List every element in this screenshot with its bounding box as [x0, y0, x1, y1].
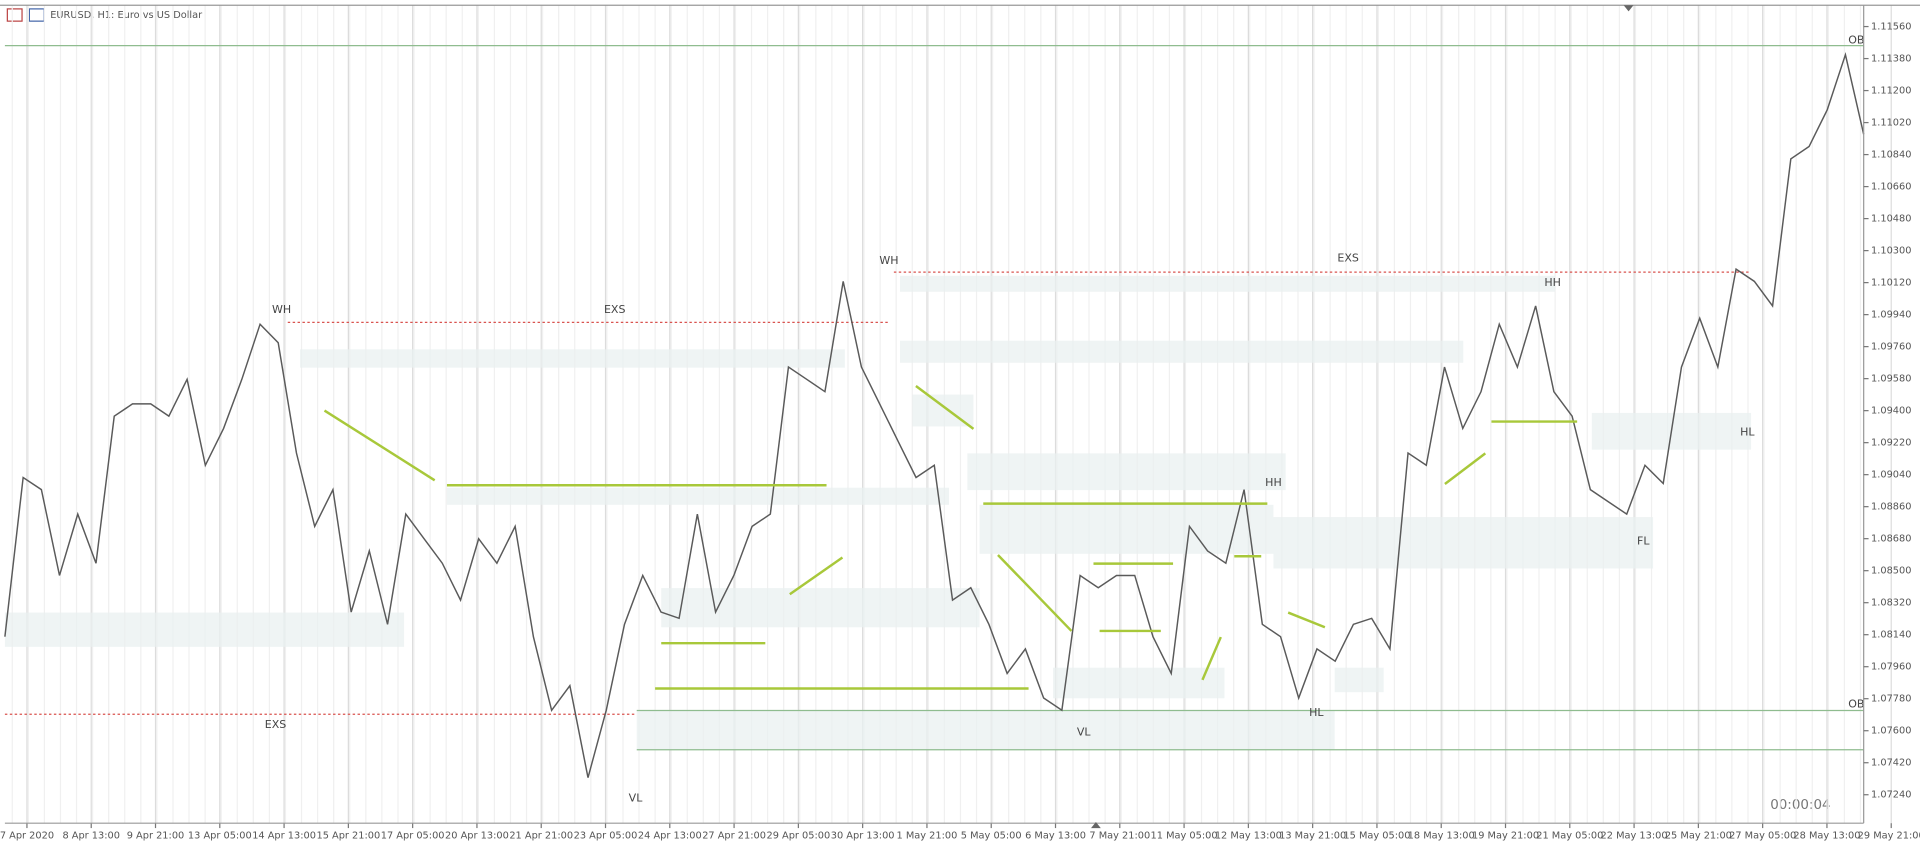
structure-line	[323, 409, 436, 482]
x-tick-label: 13 May 21:00	[1279, 830, 1346, 841]
x-tick-label: 7 May 21:00	[1089, 830, 1150, 841]
x-tick-label: 11 May 05:00	[1151, 830, 1218, 841]
x-tick-label: 7 Apr 2020	[0, 830, 54, 841]
annotation: EXS	[265, 718, 287, 731]
y-tick-label: 1.08860	[1871, 502, 1911, 513]
zone	[636, 710, 1335, 750]
zone	[4, 612, 405, 647]
zone	[1334, 667, 1384, 693]
marker	[1091, 821, 1101, 829]
structure-line	[1287, 611, 1326, 629]
x-tick-label: 17 Apr 05:00	[381, 830, 445, 841]
x-tick-label: 20 Apr 13:00	[445, 830, 509, 841]
zone	[979, 504, 1274, 554]
zone	[300, 349, 845, 368]
x-tick-label: 30 Apr 13:00	[831, 830, 895, 841]
structure-line	[1444, 452, 1487, 485]
annotation: HH	[1265, 476, 1282, 489]
x-tick-label: 9 Apr 21:00	[127, 830, 185, 841]
zone	[900, 340, 1464, 363]
y-tick-label: 1.11020	[1871, 118, 1911, 129]
structure-line	[915, 385, 975, 430]
y-tick-label: 1.09580	[1871, 374, 1911, 385]
y-tick-label: 1.10120	[1871, 278, 1911, 289]
x-tick-label: 23 Apr 05:00	[574, 830, 638, 841]
y-tick-label: 1.07240	[1871, 790, 1911, 801]
price-line	[4, 51, 1865, 778]
annotation: OB	[1848, 34, 1864, 47]
x-tick-label: 15 May 05:00	[1343, 830, 1410, 841]
y-tick-label: 1.10300	[1871, 246, 1911, 257]
x-tick-label: 25 May 21:00	[1665, 830, 1732, 841]
x-tick-label: 21 May 05:00	[1536, 830, 1603, 841]
annotation: HL	[1740, 426, 1755, 439]
annotation: WH	[272, 303, 291, 316]
structure-line	[997, 554, 1073, 632]
y-tick-label: 1.07960	[1871, 662, 1911, 673]
y-tick-label: 1.09760	[1871, 342, 1911, 353]
x-tick-label: 29 May 21:00	[1858, 830, 1920, 841]
x-tick-label: 29 Apr 05:00	[766, 830, 830, 841]
annotation: EXS	[604, 303, 626, 316]
annotation: HH	[1544, 276, 1561, 289]
y-tick-label: 1.10840	[1871, 150, 1911, 161]
x-tick-label: 28 May 13:00	[1793, 830, 1860, 841]
y-tick-label: 1.09400	[1871, 406, 1911, 417]
x-tick-label: 1 May 21:00	[897, 830, 958, 841]
x-tick-label: 22 May 13:00	[1601, 830, 1668, 841]
zone	[900, 275, 1556, 292]
x-tick-label: 18 May 13:00	[1408, 830, 1475, 841]
x-tick-label: 21 Apr 21:00	[509, 830, 573, 841]
x-tick-label: 8 Apr 13:00	[62, 830, 120, 841]
zone	[1273, 517, 1654, 569]
y-tick-label: 1.11200	[1871, 86, 1911, 97]
y-tick-label: 1.09040	[1871, 470, 1911, 481]
x-tick-label: 27 May 05:00	[1729, 830, 1796, 841]
y-tick-label: 1.07600	[1871, 726, 1911, 737]
annotation: EXS	[1337, 252, 1359, 265]
annotation: OB	[1848, 697, 1864, 710]
y-tick-label: 1.07780	[1871, 694, 1911, 705]
y-tick-label: 1.08140	[1871, 630, 1911, 641]
x-tick-label: 12 May 13:00	[1215, 830, 1282, 841]
y-tick-label: 1.10660	[1871, 182, 1911, 193]
x-tick-label: 24 Apr 13:00	[638, 830, 702, 841]
y-tick-label: 1.09220	[1871, 438, 1911, 449]
x-tick-label: 27 Apr 21:00	[702, 830, 766, 841]
annotation: VL	[629, 792, 644, 805]
chart-title: EURUSD, H1: Euro vs US Dollar	[50, 10, 203, 21]
annotation: WH	[879, 254, 898, 267]
structure-line	[1201, 636, 1222, 681]
marker	[1623, 5, 1634, 12]
zone	[446, 487, 949, 505]
x-tick-label: 14 Apr 13:00	[252, 830, 316, 841]
y-tick-label: 1.07420	[1871, 758, 1911, 769]
x-tick-label: 6 May 13:00	[1025, 830, 1086, 841]
y-tick-label: 1.08500	[1871, 566, 1911, 577]
timer: 00:00:04	[1770, 798, 1830, 813]
structure-line	[789, 556, 844, 596]
x-tick-label: 15 Apr 21:00	[316, 830, 380, 841]
annotation: VL	[1077, 726, 1092, 739]
y-tick-label: 1.10480	[1871, 214, 1911, 225]
zone	[661, 588, 980, 628]
y-tick-label: 1.11380	[1871, 54, 1911, 65]
zone	[967, 453, 1286, 491]
y-tick-label: 1.08680	[1871, 534, 1911, 545]
x-tick-label: 19 May 21:00	[1472, 830, 1539, 841]
annotation: HL	[1309, 706, 1324, 719]
zone	[1053, 667, 1225, 699]
annotation: FL	[1637, 535, 1650, 548]
y-tick-label: 1.08320	[1871, 598, 1911, 609]
y-tick-label: 1.09940	[1871, 310, 1911, 321]
y-tick-label: 1.11560	[1871, 22, 1911, 33]
x-tick-label: 13 Apr 05:00	[188, 830, 252, 841]
icon	[6, 8, 23, 22]
x-tick-label: 5 May 05:00	[961, 830, 1022, 841]
